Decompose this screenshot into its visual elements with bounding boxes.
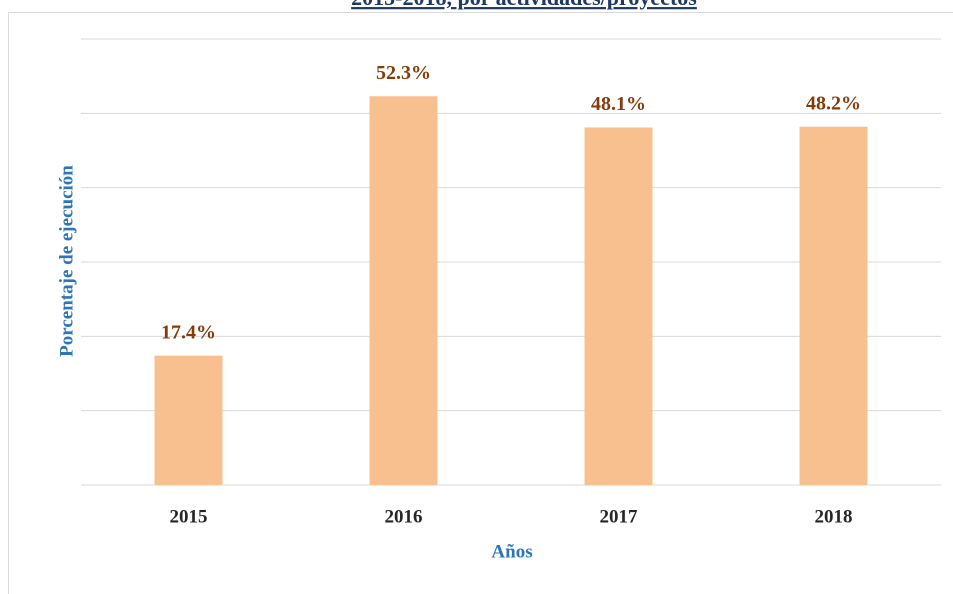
- data-label: 48.1%: [591, 93, 646, 115]
- x-tick-label: 2015: [170, 506, 208, 527]
- data-label: 48.2%: [806, 92, 861, 114]
- x-tick-label: 2018: [815, 506, 853, 527]
- data-label: 52.3%: [376, 62, 431, 84]
- bar: [154, 355, 223, 485]
- bar: [584, 127, 653, 485]
- x-tick-label: 2017: [600, 506, 639, 527]
- bar: [799, 126, 868, 486]
- chart-title: 2015-2018, por actividades/proyectos: [351, 0, 697, 10]
- chart-border: [8, 12, 953, 594]
- y-axis-title: Porcentaje de ejecución: [56, 165, 77, 357]
- data-label: 17.4%: [161, 321, 216, 343]
- x-axis-title: Años: [491, 541, 532, 562]
- x-tick-label: 2016: [385, 506, 423, 527]
- bar: [369, 96, 438, 485]
